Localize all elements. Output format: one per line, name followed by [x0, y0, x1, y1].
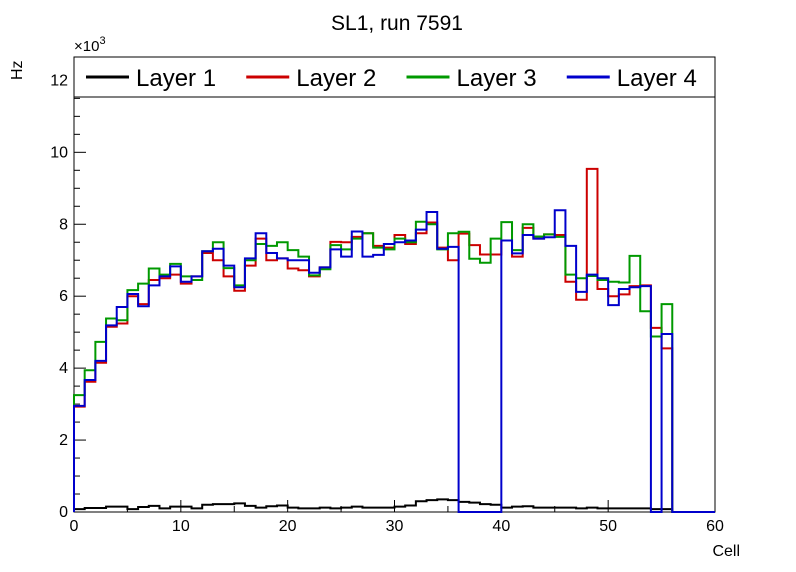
- y-tick-label: 4: [59, 360, 68, 377]
- y-tick-label: 0: [59, 504, 68, 521]
- series-layer-4: [73, 209, 715, 513]
- x-tick-label: 10: [172, 518, 190, 535]
- x-tick-label: 30: [386, 518, 404, 535]
- legend-item-layer-4: Layer 4: [566, 65, 697, 92]
- x-axis-title: Cell: [712, 543, 740, 560]
- x-tick-label: 40: [492, 518, 510, 535]
- legend: Layer 1 Layer 2 Layer 3 Layer 4: [86, 65, 697, 92]
- y-tick-label: 6: [59, 288, 68, 305]
- histogram-series: [73, 167, 715, 513]
- y-axis-multiplier: ×103: [74, 35, 106, 55]
- legend-item-layer-2: Layer 2: [246, 65, 376, 92]
- x-tick-label: 20: [279, 518, 297, 535]
- legend-item-layer-1: Layer 1: [86, 65, 216, 92]
- y-axis-title: Hz: [9, 60, 26, 80]
- chart-title: SL1, run 7591: [331, 12, 463, 35]
- legend-label: Layer 4: [617, 65, 697, 92]
- series-layer-3: [73, 220, 715, 513]
- series-layer-2: [73, 167, 715, 513]
- axis-ticks: 0 10 20 30 40 50 60 0 2 4 6 8 10 12: [50, 61, 724, 535]
- x-tick-label: 50: [599, 518, 617, 535]
- y-tick-label: 12: [50, 72, 68, 89]
- legend-label: Layer 3: [457, 65, 537, 92]
- legend-label: Layer 2: [296, 65, 376, 92]
- x-tick-label: 0: [70, 518, 79, 535]
- legend-item-layer-3: Layer 3: [406, 65, 537, 92]
- plot-frame: [73, 56, 716, 513]
- x-tick-label: 60: [706, 518, 724, 535]
- y-tick-label: 8: [59, 216, 68, 233]
- y-tick-label: 10: [50, 144, 68, 161]
- series-layer-1: [73, 498, 715, 513]
- y-tick-label: 2: [59, 432, 68, 449]
- legend-label: Layer 1: [136, 65, 216, 92]
